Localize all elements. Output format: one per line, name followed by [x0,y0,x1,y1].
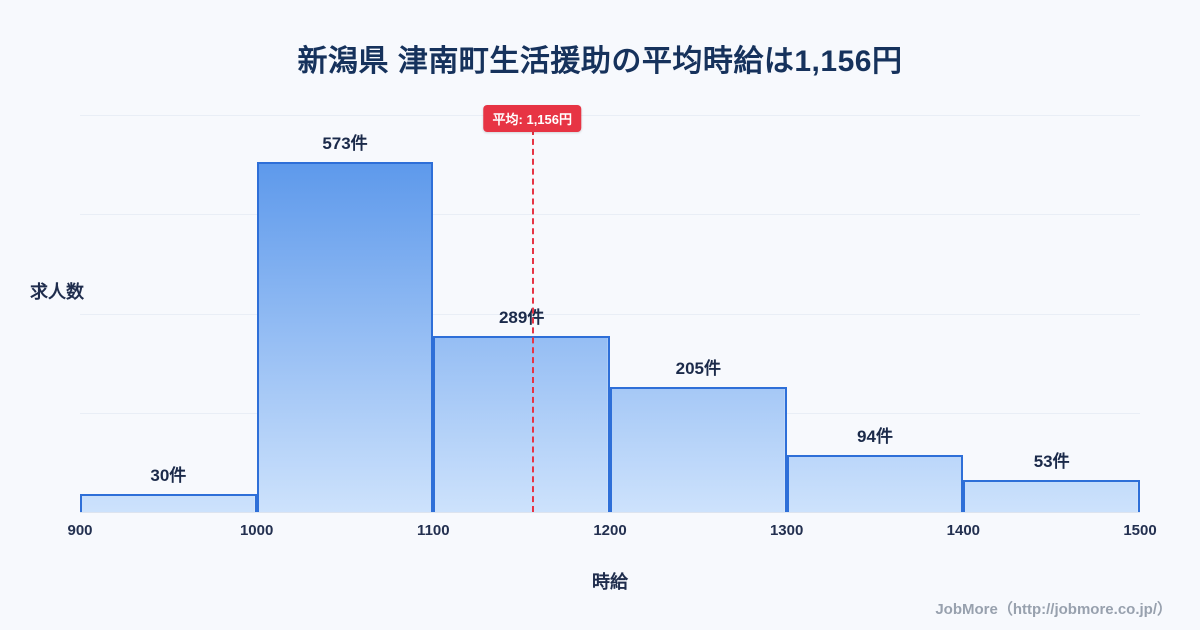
x-tick-label: 1200 [593,522,627,539]
histogram-bar [80,493,257,512]
gridline [80,115,1140,116]
bar-value-label: 30件 [150,465,187,485]
y-axis-label: 求人数 [30,282,84,302]
plot-area: 30件 573件 289件 205件 94件 53件 900 1000 1100 1200 1300… [67,105,1157,539]
x-tick-label: 1500 [1123,522,1157,539]
bar-value-label: 289件 [498,307,545,327]
bar-value-label: 205件 [675,358,722,378]
histogram-bar [433,335,610,512]
histogram-bar [786,454,964,512]
histogram-bar [256,162,434,512]
mean-line [532,129,535,512]
histogram-bar [963,479,1140,512]
gridline [80,313,1140,315]
bar-value-label: 53件 [1033,451,1070,471]
x-axis-label: 時給 [592,572,628,592]
x-tick-label: 1400 [946,522,981,539]
histogram-bar [610,386,787,512]
mean-badge: 平均: 1,156円 [483,105,582,132]
x-tick-label: 1000 [239,522,274,539]
chart-title: 新潟県 津南町生活援助の平均時給は1,156円 [297,45,903,78]
bar-value-label: 94件 [857,426,893,446]
x-tick-label: 900 [67,522,93,539]
gridline [80,214,1140,216]
x-tick-label: 1300 [769,522,804,539]
footer-credit: JobMore（http://jobmore.co.jp/） [935,601,1172,618]
bar-value-label: 573件 [322,134,368,154]
x-tick-label: 1100 [417,522,450,539]
x-axis-baseline [80,512,1140,513]
